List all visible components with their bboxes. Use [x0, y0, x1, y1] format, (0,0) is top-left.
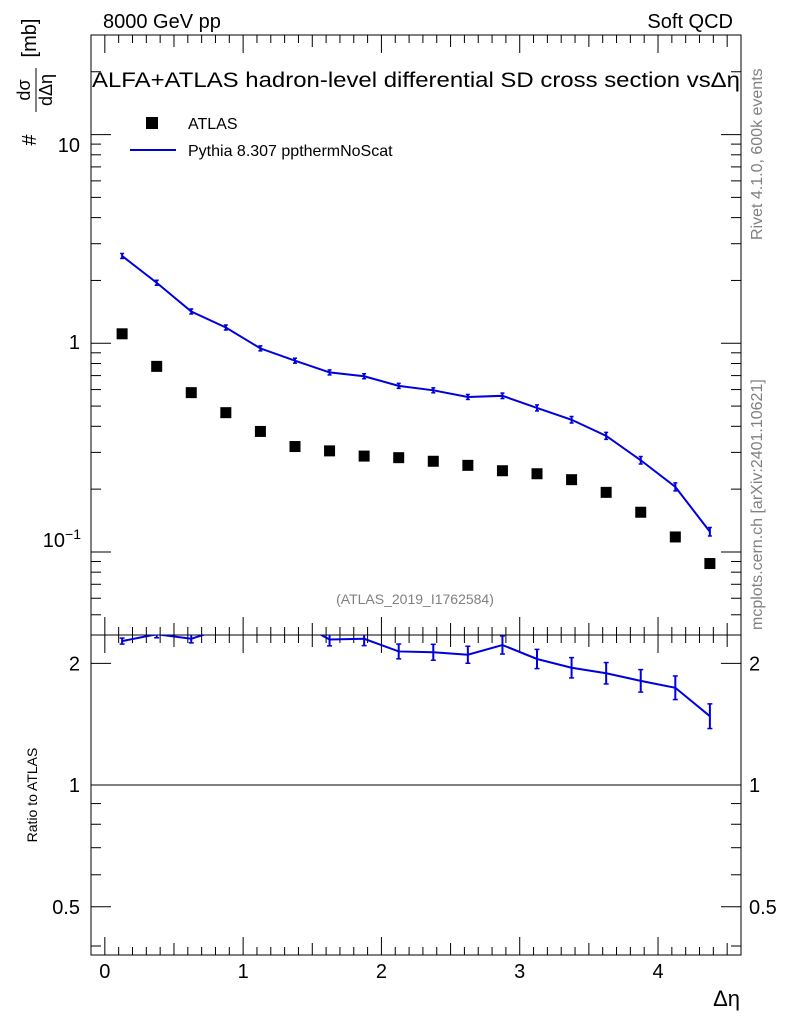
ratio-ytick-label-left: 0.5 — [52, 897, 80, 919]
ratio-ytick-label-right: 0.5 — [749, 897, 777, 919]
header-right: Soft QCD — [647, 11, 733, 33]
atlas-data-point — [427, 455, 439, 467]
xtick-label: 1 — [238, 961, 249, 983]
x-axis-label: Δη — [713, 986, 740, 1011]
ylabel-numerator: dσ — [14, 79, 34, 100]
xtick-label: 2 — [376, 961, 387, 983]
legend: ATLAS Pythia 8.307 ppthermNoScat — [130, 116, 393, 160]
atlas-data-point — [116, 328, 128, 340]
xtick-label: 4 — [652, 961, 663, 983]
ytick-label-0.1-base: 10 — [43, 530, 65, 552]
ratio-tick-labels: 0.5 0.5 1 1 2 2 — [52, 653, 777, 918]
ratio-ylabel: Ratio to ATLAS — [24, 748, 40, 843]
ytick-label-0.1: 10−1 — [43, 526, 81, 552]
ratio-ytick-label-left: 2 — [69, 653, 80, 675]
atlas-data-point — [151, 360, 163, 372]
ylabel-unit: [mb] — [19, 19, 41, 58]
atlas-data-point — [531, 468, 543, 480]
ylabel-denominator: dΔη — [36, 74, 56, 106]
main-axis-ticks — [91, 34, 741, 636]
ratio-ytick-label-left: 1 — [69, 775, 80, 797]
ratio-line — [121, 635, 711, 717]
atlas-data-point — [254, 425, 266, 437]
atlas-data-point — [358, 450, 370, 462]
atlas-data-point — [393, 452, 405, 464]
atlas-data-point — [669, 531, 681, 543]
atlas-data-point — [324, 445, 336, 457]
chart-title: ALFA+ATLAS hadron-level differential SD … — [92, 69, 740, 92]
atlas-data-point — [289, 441, 301, 453]
header-left: 8000 GeV pp — [103, 11, 221, 33]
atlas-data-point — [185, 387, 197, 399]
ratio-plot-frame — [90, 634, 742, 956]
legend-data-label: ATLAS — [188, 116, 238, 133]
analysis-watermark: (ATLAS_2019_I1762584) — [336, 591, 494, 607]
main-series — [116, 252, 716, 570]
xtick-label: 3 — [514, 961, 525, 983]
x-tick-labels: 0 1 2 3 4 — [99, 961, 663, 983]
atlas-data-point — [220, 407, 232, 419]
mc-line — [121, 255, 711, 533]
atlas-data-point — [704, 558, 716, 570]
atlas-data-point — [496, 465, 508, 477]
ratio-ytick-label-right: 1 — [749, 775, 760, 797]
ytick-label-1: 1 — [69, 332, 80, 354]
legend-data-marker — [146, 117, 158, 129]
ylabel-prefix: # — [19, 134, 41, 146]
atlas-data-point — [635, 506, 647, 518]
atlas-data-point — [462, 459, 474, 471]
xtick-label: 0 — [99, 961, 110, 983]
main-ylabel: # dσ dΔη [mb] — [14, 19, 56, 146]
rivet-version-label: Rivet 4.1.0, 600k events — [749, 68, 766, 240]
source-label: mcplots.cern.ch [arXiv:2401.10621] — [749, 379, 766, 630]
atlas-data-point — [566, 474, 578, 486]
ratio-series — [119, 635, 713, 730]
ratio-axis-ticks — [91, 635, 741, 955]
ytick-label-0.1-exp: −1 — [65, 526, 81, 542]
atlas-data-point — [600, 486, 612, 498]
ratio-ytick-label-right: 2 — [749, 653, 760, 675]
legend-mc-label: Pythia 8.307 ppthermNoScat — [188, 143, 393, 160]
ytick-label-10: 10 — [58, 135, 80, 157]
